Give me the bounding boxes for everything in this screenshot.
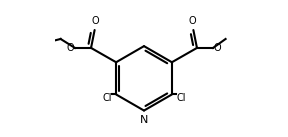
Text: O: O [92, 15, 99, 25]
Text: Cl: Cl [102, 93, 112, 103]
Text: O: O [214, 43, 221, 53]
Text: Cl: Cl [176, 93, 186, 103]
Text: O: O [67, 43, 74, 53]
Text: O: O [189, 15, 196, 25]
Text: N: N [140, 115, 148, 125]
